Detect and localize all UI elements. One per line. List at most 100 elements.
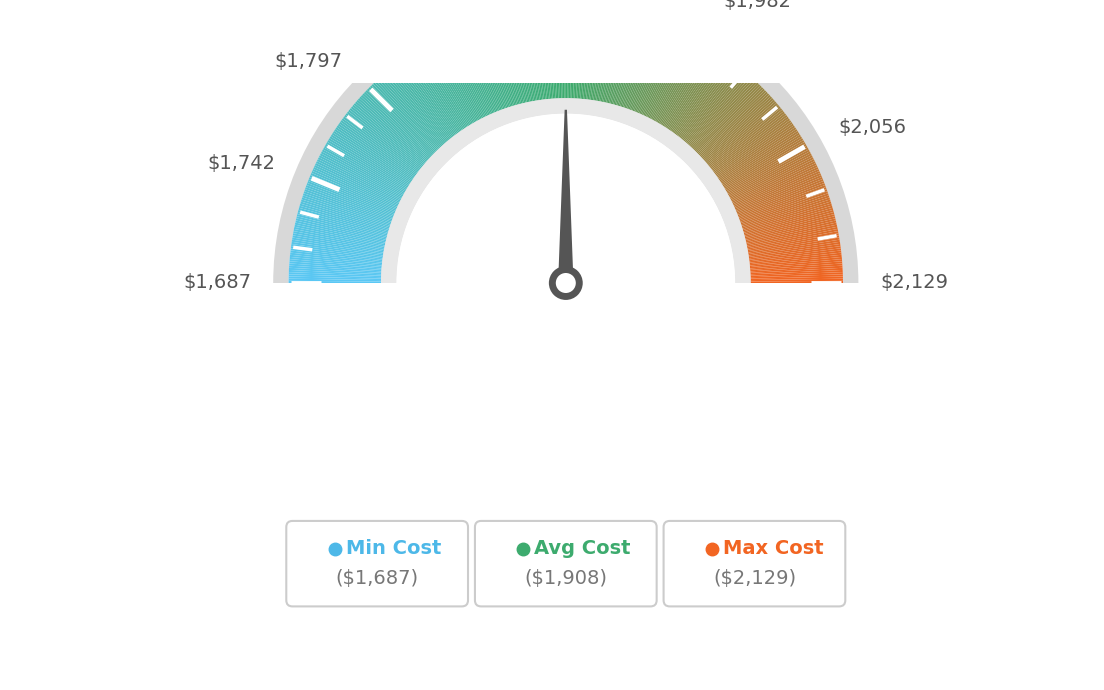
Wedge shape xyxy=(747,231,839,250)
Wedge shape xyxy=(553,6,559,99)
Text: $2,129: $2,129 xyxy=(880,273,948,293)
Wedge shape xyxy=(596,10,614,101)
Wedge shape xyxy=(749,237,839,254)
FancyBboxPatch shape xyxy=(475,521,657,607)
Wedge shape xyxy=(288,279,381,282)
Polygon shape xyxy=(559,110,573,283)
Wedge shape xyxy=(667,51,720,129)
Wedge shape xyxy=(394,64,453,138)
Wedge shape xyxy=(742,197,830,227)
Wedge shape xyxy=(428,41,476,123)
Wedge shape xyxy=(309,177,395,214)
Wedge shape xyxy=(328,138,408,188)
Wedge shape xyxy=(510,11,530,102)
Wedge shape xyxy=(311,171,396,210)
Wedge shape xyxy=(707,103,778,164)
Wedge shape xyxy=(317,159,401,201)
Wedge shape xyxy=(290,248,382,262)
Wedge shape xyxy=(370,86,436,152)
Wedge shape xyxy=(588,8,603,100)
Wedge shape xyxy=(433,39,478,121)
Wedge shape xyxy=(540,7,550,99)
Wedge shape xyxy=(417,48,468,127)
Wedge shape xyxy=(749,244,840,258)
Wedge shape xyxy=(314,165,399,206)
Wedge shape xyxy=(701,93,769,157)
Wedge shape xyxy=(728,148,809,194)
Wedge shape xyxy=(747,235,839,253)
Wedge shape xyxy=(749,241,840,257)
Wedge shape xyxy=(527,8,541,100)
Wedge shape xyxy=(627,21,660,109)
Wedge shape xyxy=(403,57,458,133)
Wedge shape xyxy=(736,175,821,213)
Wedge shape xyxy=(609,14,633,104)
Wedge shape xyxy=(574,6,581,99)
Wedge shape xyxy=(391,67,450,139)
Wedge shape xyxy=(686,72,747,144)
Wedge shape xyxy=(569,6,572,98)
Wedge shape xyxy=(490,16,517,105)
Wedge shape xyxy=(739,183,825,217)
Wedge shape xyxy=(367,88,434,155)
Wedge shape xyxy=(595,9,612,101)
Wedge shape xyxy=(327,140,407,189)
Wedge shape xyxy=(601,11,619,101)
Wedge shape xyxy=(302,193,391,224)
Wedge shape xyxy=(293,231,384,250)
Wedge shape xyxy=(626,21,658,108)
Wedge shape xyxy=(562,6,564,98)
Wedge shape xyxy=(702,97,773,159)
Wedge shape xyxy=(289,270,381,276)
Wedge shape xyxy=(719,127,796,180)
Wedge shape xyxy=(635,26,672,112)
Wedge shape xyxy=(586,8,598,99)
Wedge shape xyxy=(700,92,768,157)
Wedge shape xyxy=(289,268,381,275)
Wedge shape xyxy=(301,197,390,227)
Wedge shape xyxy=(385,71,447,142)
Wedge shape xyxy=(740,187,827,220)
Wedge shape xyxy=(749,246,841,260)
Wedge shape xyxy=(336,127,413,180)
Wedge shape xyxy=(641,30,682,115)
Wedge shape xyxy=(751,268,842,275)
Wedge shape xyxy=(751,281,843,283)
Wedge shape xyxy=(444,33,486,117)
Wedge shape xyxy=(374,81,439,149)
Wedge shape xyxy=(468,23,502,110)
Wedge shape xyxy=(750,259,842,268)
Wedge shape xyxy=(708,105,779,165)
Wedge shape xyxy=(698,88,765,155)
Wedge shape xyxy=(381,98,751,283)
Wedge shape xyxy=(576,6,583,99)
Wedge shape xyxy=(713,117,788,173)
Wedge shape xyxy=(393,66,452,139)
Wedge shape xyxy=(434,38,479,120)
Wedge shape xyxy=(679,64,737,138)
Wedge shape xyxy=(691,79,755,148)
Wedge shape xyxy=(602,11,622,102)
Wedge shape xyxy=(592,8,607,100)
Wedge shape xyxy=(506,12,527,103)
Wedge shape xyxy=(741,193,829,224)
FancyBboxPatch shape xyxy=(286,521,468,607)
Wedge shape xyxy=(448,31,488,116)
Wedge shape xyxy=(365,90,433,155)
Wedge shape xyxy=(335,129,412,181)
Wedge shape xyxy=(420,47,469,126)
Wedge shape xyxy=(406,55,460,132)
Wedge shape xyxy=(637,27,673,113)
Wedge shape xyxy=(684,71,746,142)
Circle shape xyxy=(549,266,583,300)
Wedge shape xyxy=(747,233,839,251)
Wedge shape xyxy=(680,66,739,139)
Wedge shape xyxy=(751,266,842,273)
Wedge shape xyxy=(709,108,782,168)
Wedge shape xyxy=(671,55,725,132)
Wedge shape xyxy=(546,6,554,99)
Wedge shape xyxy=(478,19,509,108)
Wedge shape xyxy=(724,140,805,189)
Wedge shape xyxy=(743,204,832,231)
Wedge shape xyxy=(749,239,840,255)
